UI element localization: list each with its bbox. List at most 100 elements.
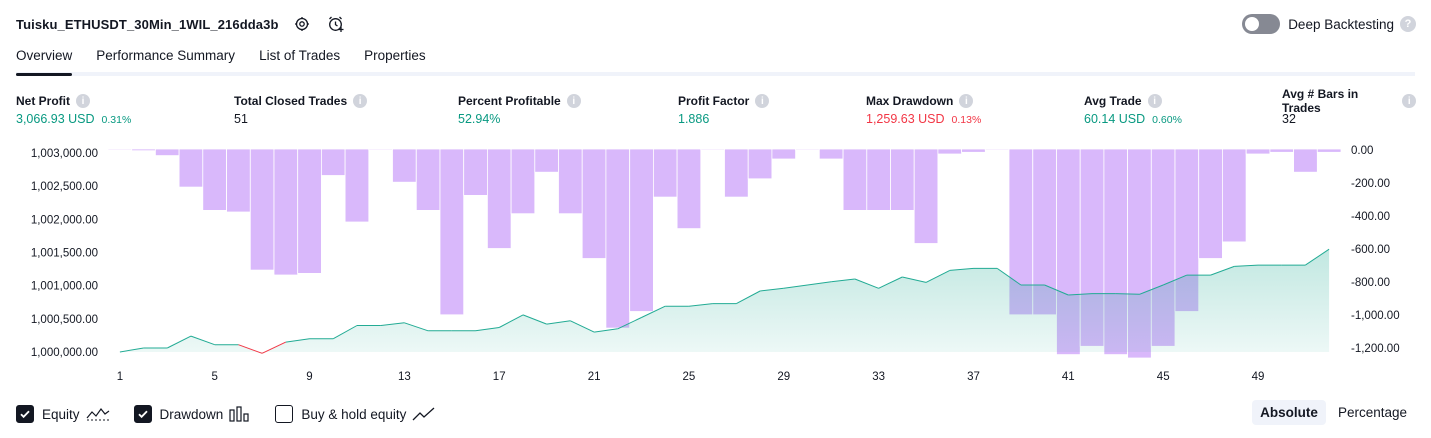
y-left-tick-label: 1,001,000.00 (31, 281, 98, 293)
drawdown-bar (510, 148, 536, 215)
equity-segment (570, 320, 595, 333)
equity-segment (760, 287, 784, 292)
equity-line (119, 248, 1330, 354)
deep-backtesting-toggle[interactable] (1242, 14, 1281, 34)
info-icon[interactable]: i (755, 94, 770, 108)
info-icon[interactable]: i (1402, 94, 1416, 108)
drawdown-bar (724, 148, 749, 198)
equity-segment (1068, 293, 1093, 296)
metric-value: 51 (234, 112, 248, 126)
drawdown-bars (107, 148, 1342, 359)
y-left-tick-label: 1,000,000.00 (31, 347, 98, 359)
info-icon[interactable]: i (76, 94, 90, 108)
equity-segment (736, 290, 761, 305)
equity-segment (119, 347, 144, 353)
drawdown-checkbox[interactable] (133, 405, 152, 423)
info-icon[interactable]: i (1147, 94, 1162, 108)
drawdown-bar (937, 148, 963, 155)
drawdown-bar (415, 148, 441, 211)
info-icon[interactable]: i (959, 94, 974, 108)
equity-segment (949, 267, 974, 271)
drawdown-bar (202, 148, 227, 211)
drawdown-bar (842, 148, 868, 211)
x-tick-label: 37 (967, 371, 980, 383)
equity-segment (878, 276, 903, 289)
equity-segment (1163, 274, 1188, 286)
y-left-tick-label: 1,003,000.00 (31, 148, 98, 160)
drawdown-bar (486, 148, 512, 249)
x-axis: 1 5 9 13 17 21 25 29 33 37 41 45 49 (117, 371, 1265, 383)
settings-gear-icon[interactable] (291, 13, 313, 35)
add-alert-clock-icon[interactable] (325, 13, 347, 35)
equity-segment (1115, 293, 1140, 295)
help-icon[interactable]: ? (1400, 16, 1416, 32)
equity-segment (641, 305, 666, 318)
absolute-mode-button[interactable]: Absolute (1252, 400, 1326, 425)
metric-value: 52.94% (458, 112, 501, 126)
drawdown-bar (676, 148, 702, 229)
value-mode-switch: Absolute Percentage (1248, 400, 1415, 425)
drawdown-bar (439, 148, 465, 316)
legend-drawdown[interactable]: Drawdown (133, 405, 252, 423)
equity-segment (783, 284, 808, 289)
drawdown-bar (392, 148, 417, 183)
tab-overview[interactable]: Overview (16, 44, 73, 76)
metric-label: Percent Profitable (458, 94, 561, 108)
equity-checkbox[interactable] (16, 405, 34, 423)
x-tick-label: 29 (777, 371, 790, 383)
deep-backtesting-control: Deep Backtesting ? (1242, 12, 1416, 36)
metric-label: Total Closed Trades (234, 94, 348, 108)
deep-backtesting-label: Deep Backtesting (1288, 16, 1394, 32)
info-icon[interactable]: i (566, 94, 581, 108)
x-tick-label: 25 (683, 371, 696, 383)
x-tick-label: 1 (117, 371, 123, 383)
drawdown-bar (700, 148, 725, 151)
equity-segment (1210, 265, 1235, 276)
drawdown-bar (605, 148, 631, 329)
drawdown-bar (1293, 148, 1318, 173)
toggle-knob (1245, 17, 1260, 31)
equity-segment (333, 325, 358, 340)
tab-list-of-trades[interactable]: List of Trades (259, 48, 341, 63)
y-right-tick-label: -600.00 (1351, 244, 1390, 256)
legend-label: Equity (42, 406, 80, 422)
equity-segment (475, 327, 500, 332)
drawdown-bar (984, 148, 1010, 151)
x-tick-label: 5 (211, 371, 217, 383)
tab-performance-summary[interactable]: Performance Summary (96, 48, 236, 63)
y-right-tick-label: 0.00 (1351, 145, 1373, 157)
legend-equity[interactable]: Equity (16, 405, 110, 423)
equity-area-fill (119, 249, 1330, 354)
drawdown-bar (273, 148, 299, 276)
drawdown-bar (961, 148, 986, 153)
drawdown-bar (107, 148, 133, 151)
buy-hold-checkbox[interactable] (275, 405, 294, 423)
legend-buy-hold-equity[interactable]: Buy & hold equity (275, 405, 436, 423)
metric-avg-trade: Avg Trade i 60.14 USD 0.60% (1084, 92, 1182, 130)
equity-segment (831, 278, 855, 283)
drawdown-bar (1316, 148, 1342, 153)
equity-segment (902, 276, 927, 283)
drawdown-bar (558, 148, 583, 215)
equity-drawdown-chart[interactable]: 1,003,000.00 1,002,500.00 1,002,000.00 1,00… (0, 140, 1431, 395)
drawdown-bar (818, 148, 844, 160)
metric-percent-profitable: Percent Profitable i 52.94% (458, 92, 581, 130)
equity-segment (996, 267, 1022, 286)
percentage-mode-button[interactable]: Percentage (1337, 405, 1407, 420)
equity-segment (617, 317, 642, 330)
drawdown-bar (1245, 148, 1271, 155)
equity-segment (498, 314, 524, 328)
metric-total-closed-trades: Total Closed Trades i 51 (234, 92, 368, 130)
drawdown-bars-icon (229, 406, 251, 422)
drawdown-bar (463, 148, 488, 196)
y-right-tick-label: -400.00 (1351, 211, 1390, 223)
equity-segment (380, 322, 405, 326)
metric-percent: 0.13% (951, 114, 982, 126)
equity-segment (190, 335, 215, 346)
info-icon[interactable]: i (353, 94, 368, 108)
drawdown-bar (866, 148, 891, 211)
drawdown-bar (131, 148, 156, 152)
tab-properties[interactable]: Properties (364, 48, 426, 63)
metric-value: 60.14 USD (1084, 112, 1146, 126)
y-left-tick-label: 1,000,500.00 (31, 314, 98, 326)
